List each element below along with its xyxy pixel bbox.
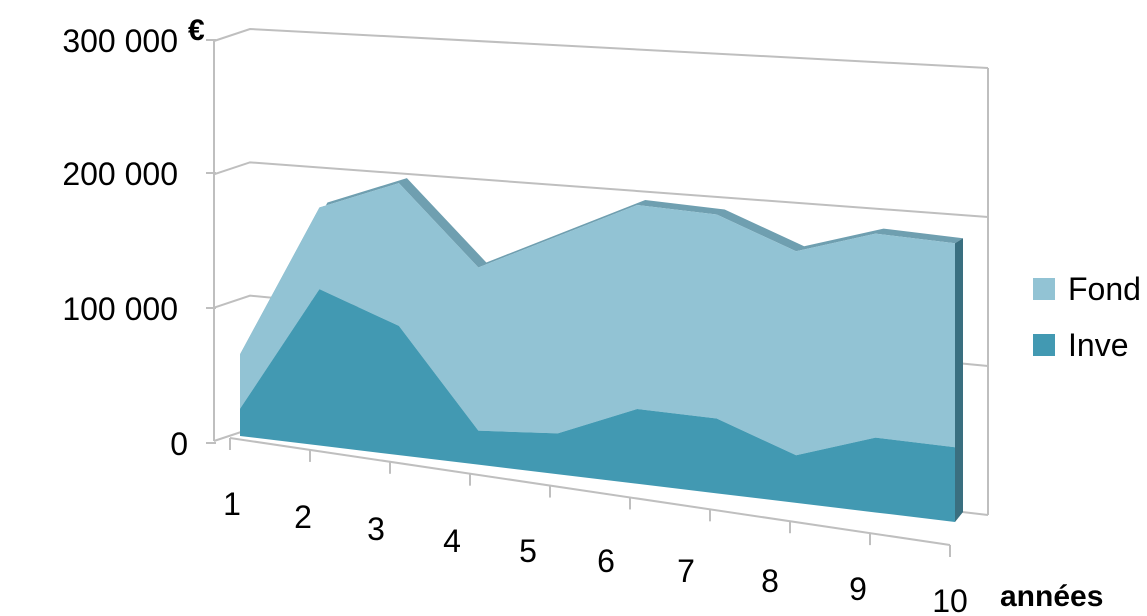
y-tick-label: 300 000 xyxy=(62,23,178,59)
x-tick-label: 6 xyxy=(597,543,615,579)
x-tick-label: 8 xyxy=(761,563,779,599)
legend: Fond Inve xyxy=(1033,271,1141,363)
legend-swatch xyxy=(1033,334,1055,356)
x-tick-label: 1 xyxy=(223,486,241,522)
x-tick-label: 4 xyxy=(443,523,461,559)
y-tick-label: 200 000 xyxy=(62,156,178,192)
x-tick-label: 7 xyxy=(677,553,695,589)
x-tick-label: 5 xyxy=(519,533,537,569)
series-area-fond xyxy=(240,183,955,456)
y-tick-label: 100 000 xyxy=(62,291,178,327)
y-tick-label: 0 xyxy=(170,426,188,462)
legend-label: Inve xyxy=(1068,327,1128,363)
y-axis-tick-labels: 0 100 000 200 000 300 000 xyxy=(62,23,216,462)
legend-label: Fond xyxy=(1068,271,1141,307)
x-tick-label: 2 xyxy=(294,499,312,535)
plot-areas xyxy=(240,178,963,522)
y-axis-unit-label: € xyxy=(188,14,205,47)
gridline xyxy=(213,27,989,69)
x-axis-tick-labels: 1 2 3 4 5 6 7 8 9 10 xyxy=(223,438,968,616)
gridline xyxy=(213,161,989,218)
x-tick-label: 9 xyxy=(849,571,867,607)
x-tick-label: 3 xyxy=(367,511,385,547)
x-tick-label: 10 xyxy=(932,583,968,616)
series-depth-right xyxy=(955,238,963,522)
x-axis-unit-label: années xyxy=(1000,580,1103,613)
x-axis-line xyxy=(229,437,951,546)
axes xyxy=(213,40,989,546)
legend-swatch xyxy=(1033,278,1055,300)
series-area-inve xyxy=(240,289,955,522)
